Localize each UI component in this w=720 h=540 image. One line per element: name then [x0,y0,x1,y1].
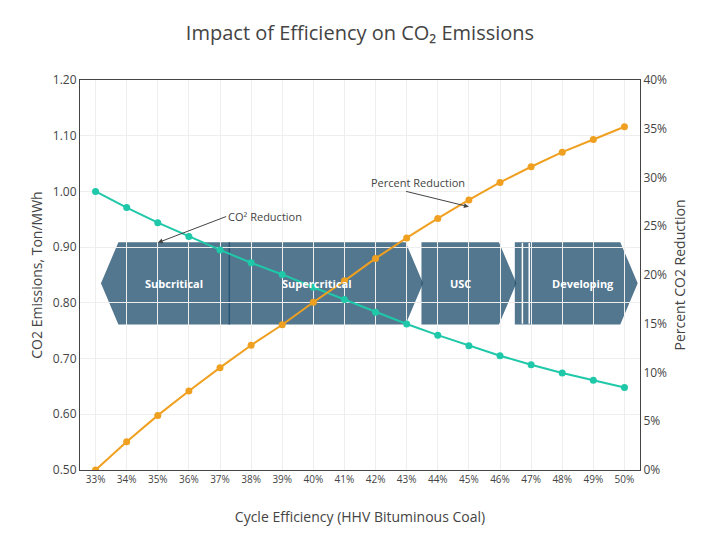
svg-text:48%: 48% [552,472,572,486]
svg-text:46%: 46% [490,472,510,486]
svg-text:CO² Reduction: CO² Reduction [228,209,302,224]
svg-text:33%: 33% [86,472,106,486]
svg-text:1.00: 1.00 [53,183,77,200]
svg-text:25%: 25% [643,217,667,234]
svg-text:0.70: 0.70 [53,350,77,367]
svg-text:0.50: 0.50 [53,461,77,478]
svg-text:20%: 20% [643,266,667,283]
svg-text:49%: 49% [583,472,603,486]
svg-text:0.90: 0.90 [53,238,77,255]
svg-text:44%: 44% [428,472,448,486]
svg-text:37%: 37% [210,472,230,486]
svg-text:40%: 40% [643,71,667,88]
svg-text:38%: 38% [241,472,261,486]
svg-text:42%: 42% [366,472,386,486]
svg-text:47%: 47% [521,472,541,486]
svg-text:50%: 50% [615,472,635,486]
svg-text:40%: 40% [303,472,323,486]
svg-text:5%: 5% [643,412,660,429]
svg-text:0.60: 0.60 [53,405,77,422]
svg-text:10%: 10% [643,364,667,381]
svg-text:Developing: Developing [552,276,614,291]
svg-text:CO2 Emissions, Ton/MWh: CO2 Emissions, Ton/MWh [27,191,46,358]
svg-text:39%: 39% [272,472,292,486]
svg-text:USC: USC [450,276,471,291]
svg-text:Supercritical: Supercritical [282,276,352,291]
svg-text:35%: 35% [148,472,168,486]
svg-text:36%: 36% [179,472,199,486]
svg-text:45%: 45% [459,472,479,486]
svg-text:15%: 15% [643,315,667,332]
svg-text:Percent Reduction: Percent Reduction [371,175,465,190]
svg-text:Cycle Efficiency (HHV Bitumino: Cycle Efficiency (HHV Bituminous Coal) [235,507,485,526]
svg-text:0%: 0% [643,461,660,478]
svg-text:1.20: 1.20 [53,71,77,88]
svg-text:34%: 34% [117,472,137,486]
svg-text:Subcritical: Subcritical [145,276,203,291]
svg-text:35%: 35% [643,120,667,137]
svg-text:0.80: 0.80 [53,294,77,311]
svg-text:Impact of Efficiency on CO₂ Em: Impact of Efficiency on CO₂ Emissions [186,19,534,46]
svg-text:30%: 30% [643,169,667,186]
svg-text:43%: 43% [397,472,417,486]
svg-text:1.10: 1.10 [53,127,77,144]
svg-text:41%: 41% [335,472,355,486]
svg-text:Percent CO2 Reduction: Percent CO2 Reduction [670,199,689,350]
